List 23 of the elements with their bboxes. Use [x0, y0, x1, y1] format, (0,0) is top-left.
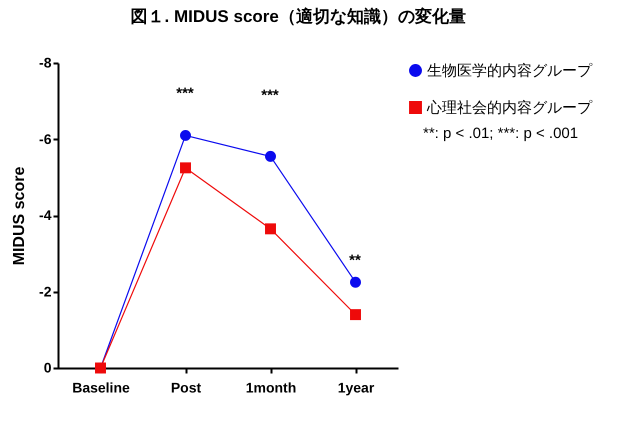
- point: [350, 309, 361, 320]
- point: [265, 150, 276, 162]
- annotation: **: [349, 252, 361, 269]
- y-tick-label: -2: [39, 283, 52, 300]
- legend-label: 生物医学的内容グループ: [427, 62, 593, 80]
- y-tick-label: -6: [39, 130, 52, 147]
- x-tick-label: 1year: [338, 380, 375, 396]
- legend-label: 心理社会的内容グループ: [426, 100, 593, 116]
- y-tick-label: -8: [39, 54, 52, 70]
- point: [180, 130, 191, 141]
- point: [265, 223, 276, 234]
- y-tick-label: -4: [39, 207, 52, 223]
- annotation: ***: [176, 85, 194, 102]
- y-axis-title: MIDUS score: [11, 166, 28, 266]
- annotation: ***: [261, 87, 279, 104]
- x-tick-label: Baseline: [72, 380, 130, 396]
- text: **: p < .01; ***: p < .001: [423, 125, 578, 142]
- x-tick-label: Post: [170, 380, 202, 396]
- chart-title: 図１. MIDUS score（適切な知識）の変化量: [130, 7, 466, 26]
- x-tick-label: 1month: [246, 380, 296, 396]
- y-tick-label: 0: [44, 360, 52, 376]
- point: [180, 162, 191, 174]
- point: [350, 276, 361, 288]
